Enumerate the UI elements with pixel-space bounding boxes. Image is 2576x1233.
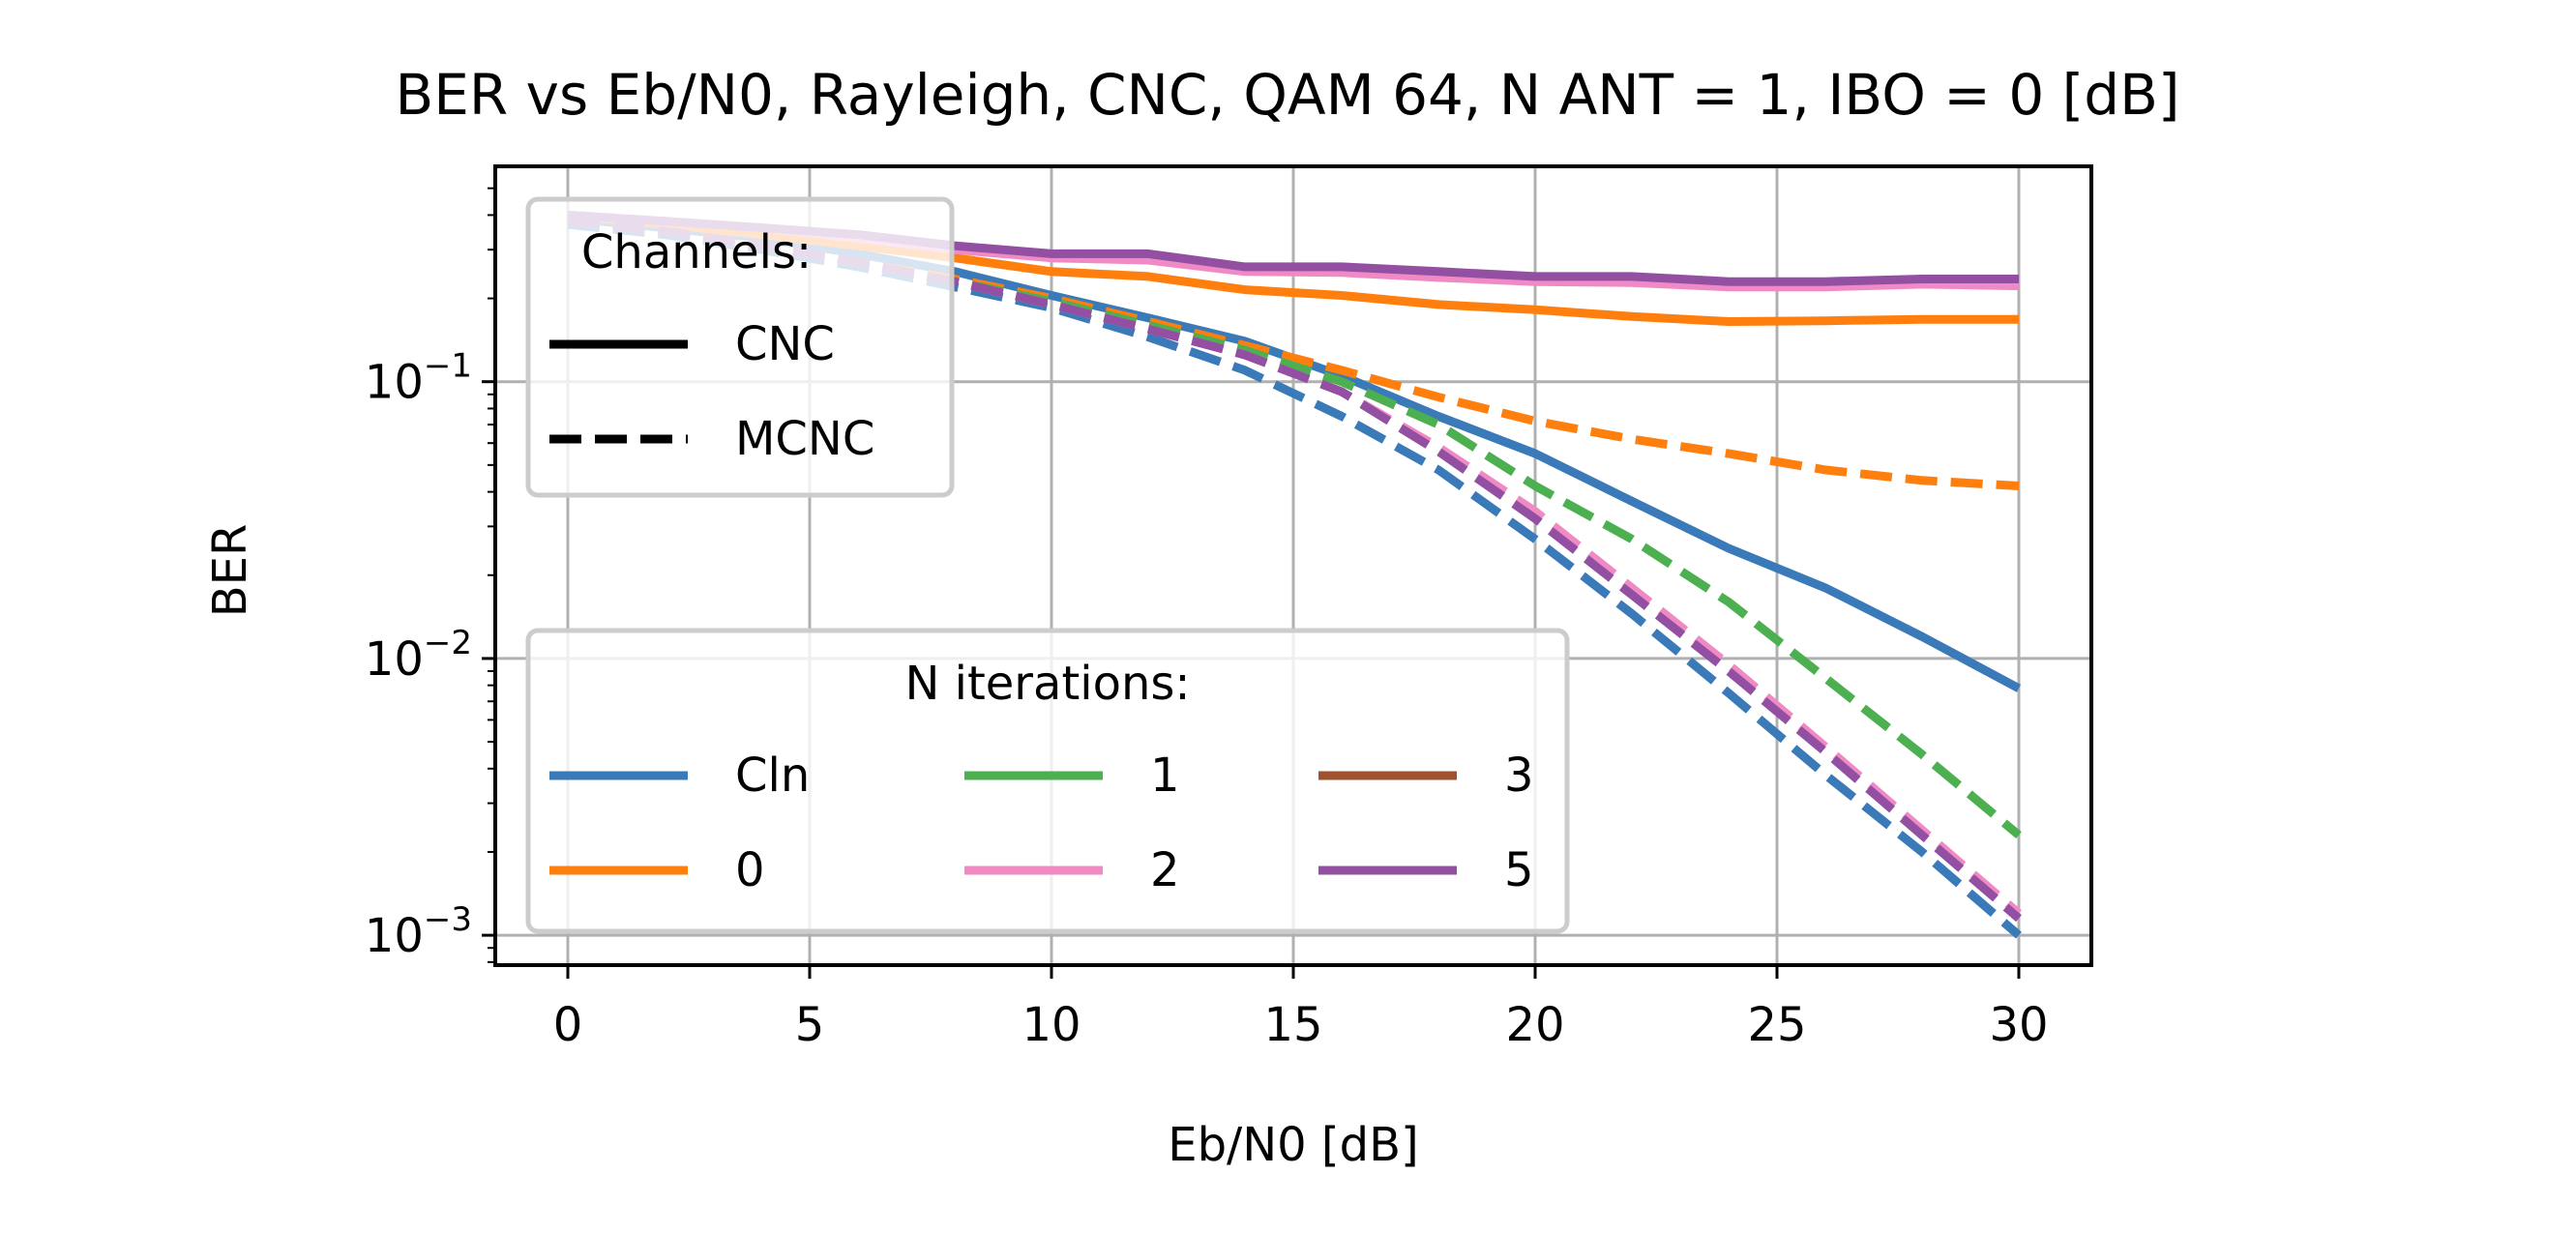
legend-label-2: 2: [1150, 843, 1180, 897]
y-axis-label: BER: [203, 524, 257, 618]
legend-channels-box: [525, 196, 955, 498]
legend-iterations: N iterations: Cln 0 1 2 3 5: [525, 628, 1570, 934]
legend-label-mcnc: MCNC: [735, 412, 874, 466]
y-tick-label-1: 10−2: [365, 624, 472, 687]
x-tick-label-3: 15: [1263, 998, 1322, 1052]
x-tick-label-1: 5: [795, 998, 825, 1052]
y-tick-label-0: 10−3: [365, 900, 472, 963]
x-tick-label-0: 0: [553, 998, 583, 1052]
x-tick-label-6: 30: [1989, 998, 2048, 1052]
legend-channels: Channels: CNC MCNC: [525, 196, 955, 498]
legend-iterations-title: N iterations:: [904, 657, 1190, 711]
chart-title: BER vs Eb/N0, Rayleigh, CNC, QAM 64, N A…: [395, 62, 2179, 128]
x-axis-label: Eb/N0 [dB]: [1168, 1118, 1419, 1172]
legend-label-1: 1: [1150, 749, 1180, 803]
x-tick-label-2: 10: [1022, 998, 1081, 1052]
x-tick-label-5: 25: [1747, 998, 1806, 1052]
legend-iterations-box: [525, 628, 1570, 934]
y-tick-label-2: 10−1: [365, 347, 472, 410]
legend-label-cln: Cln: [735, 749, 810, 803]
x-tick-label-4: 20: [1505, 998, 1564, 1052]
legend-label-0: 0: [735, 843, 765, 897]
legend-label-cnc: CNC: [735, 317, 835, 371]
legend-channels-title: Channels:: [581, 225, 812, 279]
legend-label-3: 3: [1504, 749, 1534, 803]
legend-label-5: 5: [1504, 843, 1534, 897]
